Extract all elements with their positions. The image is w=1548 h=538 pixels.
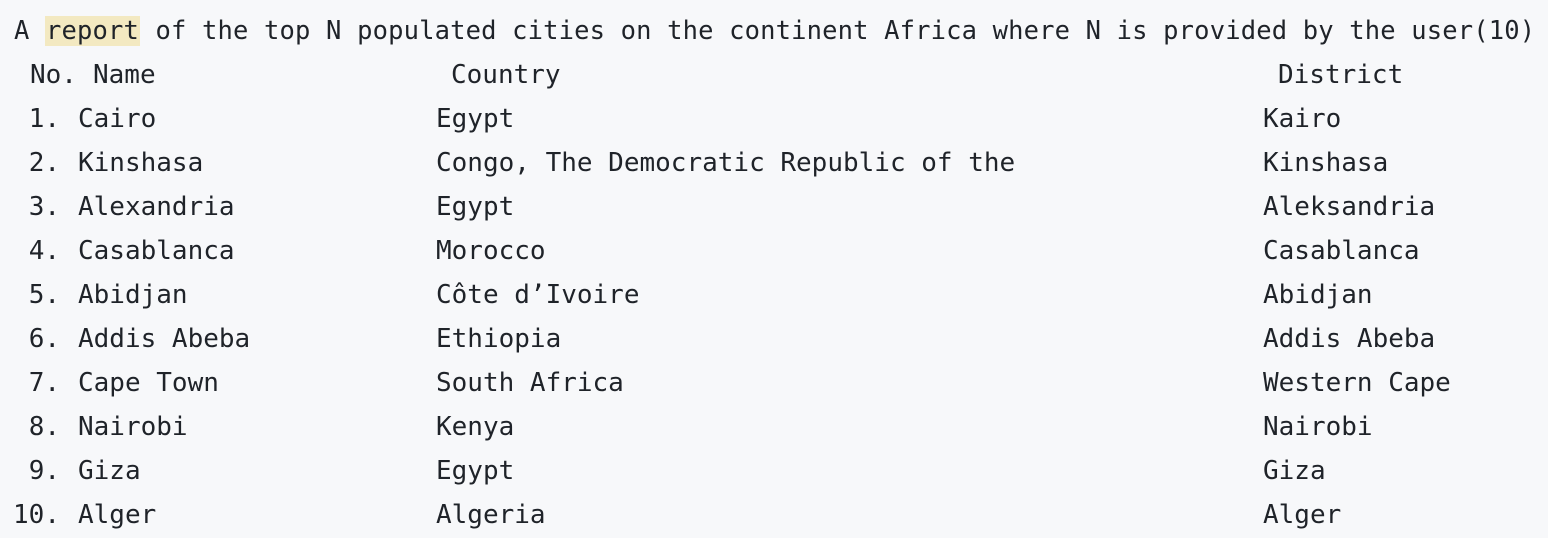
column-header-no: No. <box>30 60 77 90</box>
table-row: 6. Addis Abeba Ethiopia Addis Abeba <box>0 317 1548 361</box>
table-row: 1. Cairo Egypt Kairo <box>0 97 1548 141</box>
row-number: 5. <box>28 280 60 310</box>
column-header-country: Country <box>451 60 561 90</box>
district-name: Alger <box>1263 500 1342 530</box>
country-name: Congo, The Democratic Republic of the <box>436 148 1016 178</box>
heading-prefix: A <box>14 16 46 46</box>
heading-suffix: of the top N populated cities on the con… <box>140 16 1536 46</box>
city-name: Nairobi <box>78 412 188 442</box>
country-name: Kenya <box>436 412 515 442</box>
table-row: 4. Casablanca Morocco Casablanca <box>0 229 1548 273</box>
table-row: 5. Abidjan Côte d’Ivoire Abidjan <box>0 273 1548 317</box>
city-name: Cairo <box>78 104 157 134</box>
row-number: 10. <box>13 500 60 530</box>
column-header-name: Name <box>93 60 156 90</box>
row-number: 8. <box>28 412 60 442</box>
district-name: Aleksandria <box>1263 192 1436 222</box>
country-name: Algeria <box>436 500 546 530</box>
city-name: Addis Abeba <box>78 324 251 354</box>
table-row: 8. Nairobi Kenya Nairobi <box>0 405 1548 449</box>
row-number: 2. <box>28 148 60 178</box>
row-number: 9. <box>28 456 60 486</box>
country-name: Morocco <box>436 236 546 266</box>
country-name: Egypt <box>436 192 515 222</box>
table-row: 7. Cape Town South Africa Western Cape <box>0 361 1548 405</box>
column-header-row: No. Name Country District <box>0 53 1548 97</box>
district-name: Casablanca <box>1263 236 1420 266</box>
city-name: Cape Town <box>78 368 219 398</box>
table-row: 9. Giza Egypt Giza <box>0 449 1548 493</box>
district-name: Addis Abeba <box>1263 324 1436 354</box>
highlighted-word: report <box>45 16 141 46</box>
row-number: 4. <box>28 236 60 266</box>
row-number: 6. <box>28 324 60 354</box>
report-heading: A report of the top N populated cities o… <box>14 9 1548 53</box>
district-name: Nairobi <box>1263 412 1373 442</box>
country-name: South Africa <box>436 368 624 398</box>
country-name: Côte d’Ivoire <box>436 280 640 310</box>
city-name: Kinshasa <box>78 148 204 178</box>
city-name: Abidjan <box>78 280 188 310</box>
table-row: 2. Kinshasa Congo, The Democratic Republ… <box>0 141 1548 185</box>
row-number: 3. <box>28 192 60 222</box>
district-name: Kinshasa <box>1263 148 1389 178</box>
table-row: 10. Alger Algeria Alger <box>0 493 1548 537</box>
district-name: Abidjan <box>1263 280 1373 310</box>
city-name: Alger <box>78 500 157 530</box>
table-row: 3. Alexandria Egypt Aleksandria <box>0 185 1548 229</box>
country-name: Egypt <box>436 456 515 486</box>
city-name: Casablanca <box>78 236 235 266</box>
row-number: 7. <box>28 368 60 398</box>
city-name: Alexandria <box>78 192 235 222</box>
district-name: Giza <box>1263 456 1326 486</box>
city-name: Giza <box>78 456 141 486</box>
district-name: Kairo <box>1263 104 1342 134</box>
country-name: Ethiopia <box>436 324 562 354</box>
district-name: Western Cape <box>1263 368 1451 398</box>
country-name: Egypt <box>436 104 515 134</box>
row-number: 1. <box>28 104 60 134</box>
column-header-district: District <box>1278 60 1404 90</box>
